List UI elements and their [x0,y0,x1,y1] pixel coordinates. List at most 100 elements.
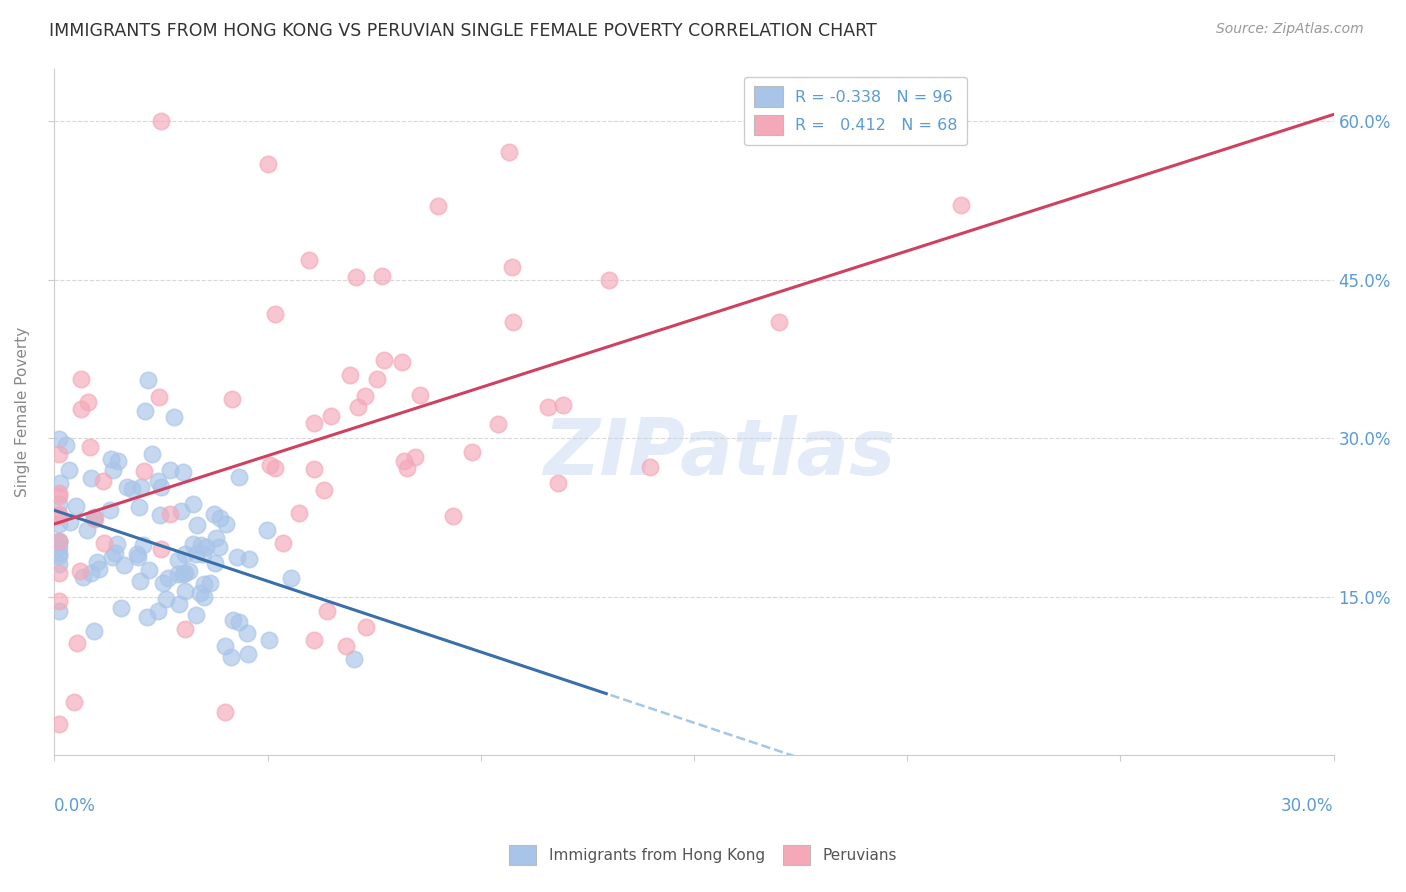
Point [302,632,325,647]
Point [304,462,326,476]
Point [343,652,366,666]
Point [146,604,169,618]
Point [198,576,221,591]
Point [238,551,260,566]
Point [302,416,325,430]
Point [214,705,236,719]
Point [91,474,114,488]
Text: Source: ZipAtlas.com: Source: ZipAtlas.com [1216,22,1364,37]
Point [179,564,201,578]
Point [83,624,105,638]
Point [79,441,101,455]
Point [208,541,231,555]
Point [70,372,93,386]
Point [228,615,250,629]
Point [159,507,181,521]
Point [205,532,228,546]
Text: IMMIGRANTS FROM HONG KONG VS PERUVIAN SINGLE FEMALE POVERTY CORRELATION CHART: IMMIGRANTS FROM HONG KONG VS PERUVIAN SI… [49,22,877,40]
Point [149,114,172,128]
Point [396,460,419,475]
Point [127,550,149,565]
Point [186,517,208,532]
Point [547,476,569,491]
Point [129,574,152,588]
Point [48,540,70,554]
Point [136,373,159,387]
Point [486,417,509,432]
Point [193,577,215,591]
Point [392,454,415,468]
Point [107,454,129,468]
Point [347,401,370,415]
Point [156,571,179,585]
Point [65,499,87,513]
Point [132,538,155,552]
Point [48,566,70,581]
Point [172,566,194,581]
Point [461,445,484,459]
Point [169,598,191,612]
Point [83,510,105,524]
Point [221,392,243,406]
Point [225,549,247,564]
Point [48,517,70,532]
Point [87,561,110,575]
Point [173,547,195,561]
Point [48,447,70,461]
Point [167,566,190,581]
Point [344,269,367,284]
Point [256,156,278,170]
Point [166,553,188,567]
Point [136,610,159,624]
Point [105,536,128,550]
Point [502,315,524,329]
Point [48,534,70,549]
Point [48,490,70,504]
Point [128,500,150,514]
Point [498,145,520,159]
Point [149,480,172,494]
Point [298,252,321,267]
Point [184,547,207,561]
Point [173,622,195,636]
Point [339,368,361,383]
Point [193,547,215,561]
Point [76,523,98,537]
Point [72,570,94,584]
Point [70,401,93,416]
Point [768,315,790,329]
Point [536,400,558,414]
Point [314,483,336,497]
Point [501,260,523,274]
Point [391,354,413,368]
Point [409,388,432,402]
Point [256,523,278,537]
Point [193,590,215,604]
Point [174,566,197,581]
Point [183,537,205,551]
Point [121,482,143,496]
Point [48,557,70,571]
Point [148,390,170,404]
Point [404,450,426,465]
Point [48,546,70,560]
Point [48,593,70,607]
Point [77,394,100,409]
Point [101,463,124,477]
Point [48,497,70,511]
Point [172,465,194,479]
Point [48,549,70,563]
Point [209,511,232,525]
Point [194,540,217,554]
Point [48,716,70,731]
Point [228,470,250,484]
Point [169,504,191,518]
Point [66,635,89,649]
Point [48,534,70,549]
Point [62,695,84,709]
Point [48,475,70,490]
Point [215,516,238,531]
Point [186,608,208,623]
Point [58,463,80,477]
Point [150,542,173,557]
